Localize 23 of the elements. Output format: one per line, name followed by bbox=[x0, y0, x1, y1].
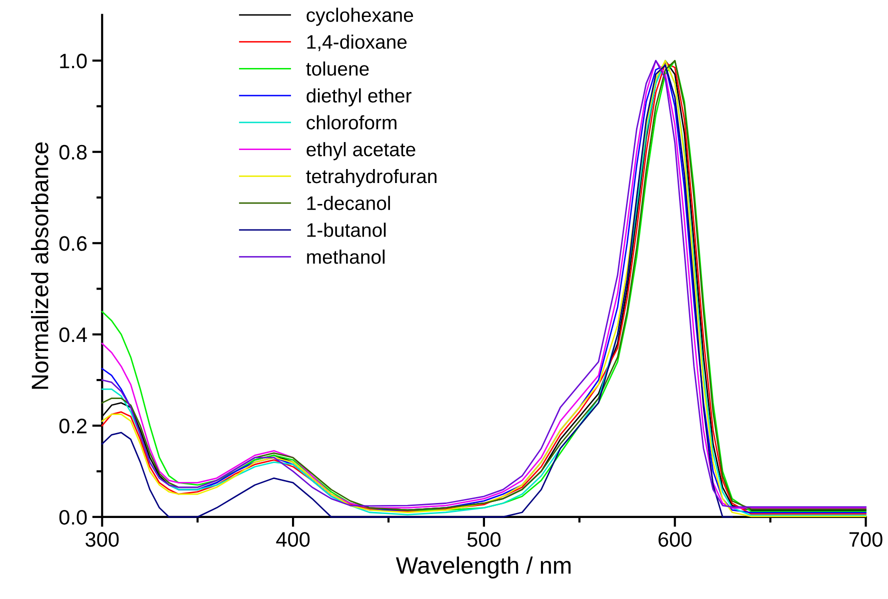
x-axis-title: Wavelength / nm bbox=[396, 556, 571, 579]
legend-label: 1-butanol bbox=[307, 222, 386, 237]
y-axis-title: Normalized absorbance bbox=[31, 142, 48, 389]
x-tick-label: 400 bbox=[276, 532, 310, 547]
y-tick-label: 0.6 bbox=[59, 236, 87, 251]
y-tick-label: 1.0 bbox=[60, 54, 87, 68]
legend-label: cyclohexane bbox=[306, 8, 414, 26]
legend-label: diethyl ether bbox=[306, 88, 412, 106]
legend-label: methanol bbox=[307, 250, 385, 264]
x-tick-label: 300 bbox=[86, 532, 119, 547]
legend-label: 1-decanol bbox=[307, 196, 390, 210]
y-tick-label: 0.2 bbox=[59, 418, 86, 434]
y-tick-label: 0.8 bbox=[59, 144, 87, 160]
legend-label: tetrahydrofuran bbox=[306, 168, 436, 188]
x-tick-label: 700 bbox=[849, 532, 882, 547]
x-tick-label: 600 bbox=[658, 532, 692, 547]
legend-label: 1,4-dioxane bbox=[307, 34, 407, 52]
y-tick-label: 0.4 bbox=[59, 327, 87, 342]
y-tick-label: 0.0 bbox=[59, 510, 87, 525]
legend-label: chloroform bbox=[306, 115, 396, 130]
legend-label: ethyl acetate bbox=[306, 142, 416, 160]
x-tick-label: 500 bbox=[467, 532, 501, 547]
legend-label: toluene bbox=[306, 61, 369, 76]
